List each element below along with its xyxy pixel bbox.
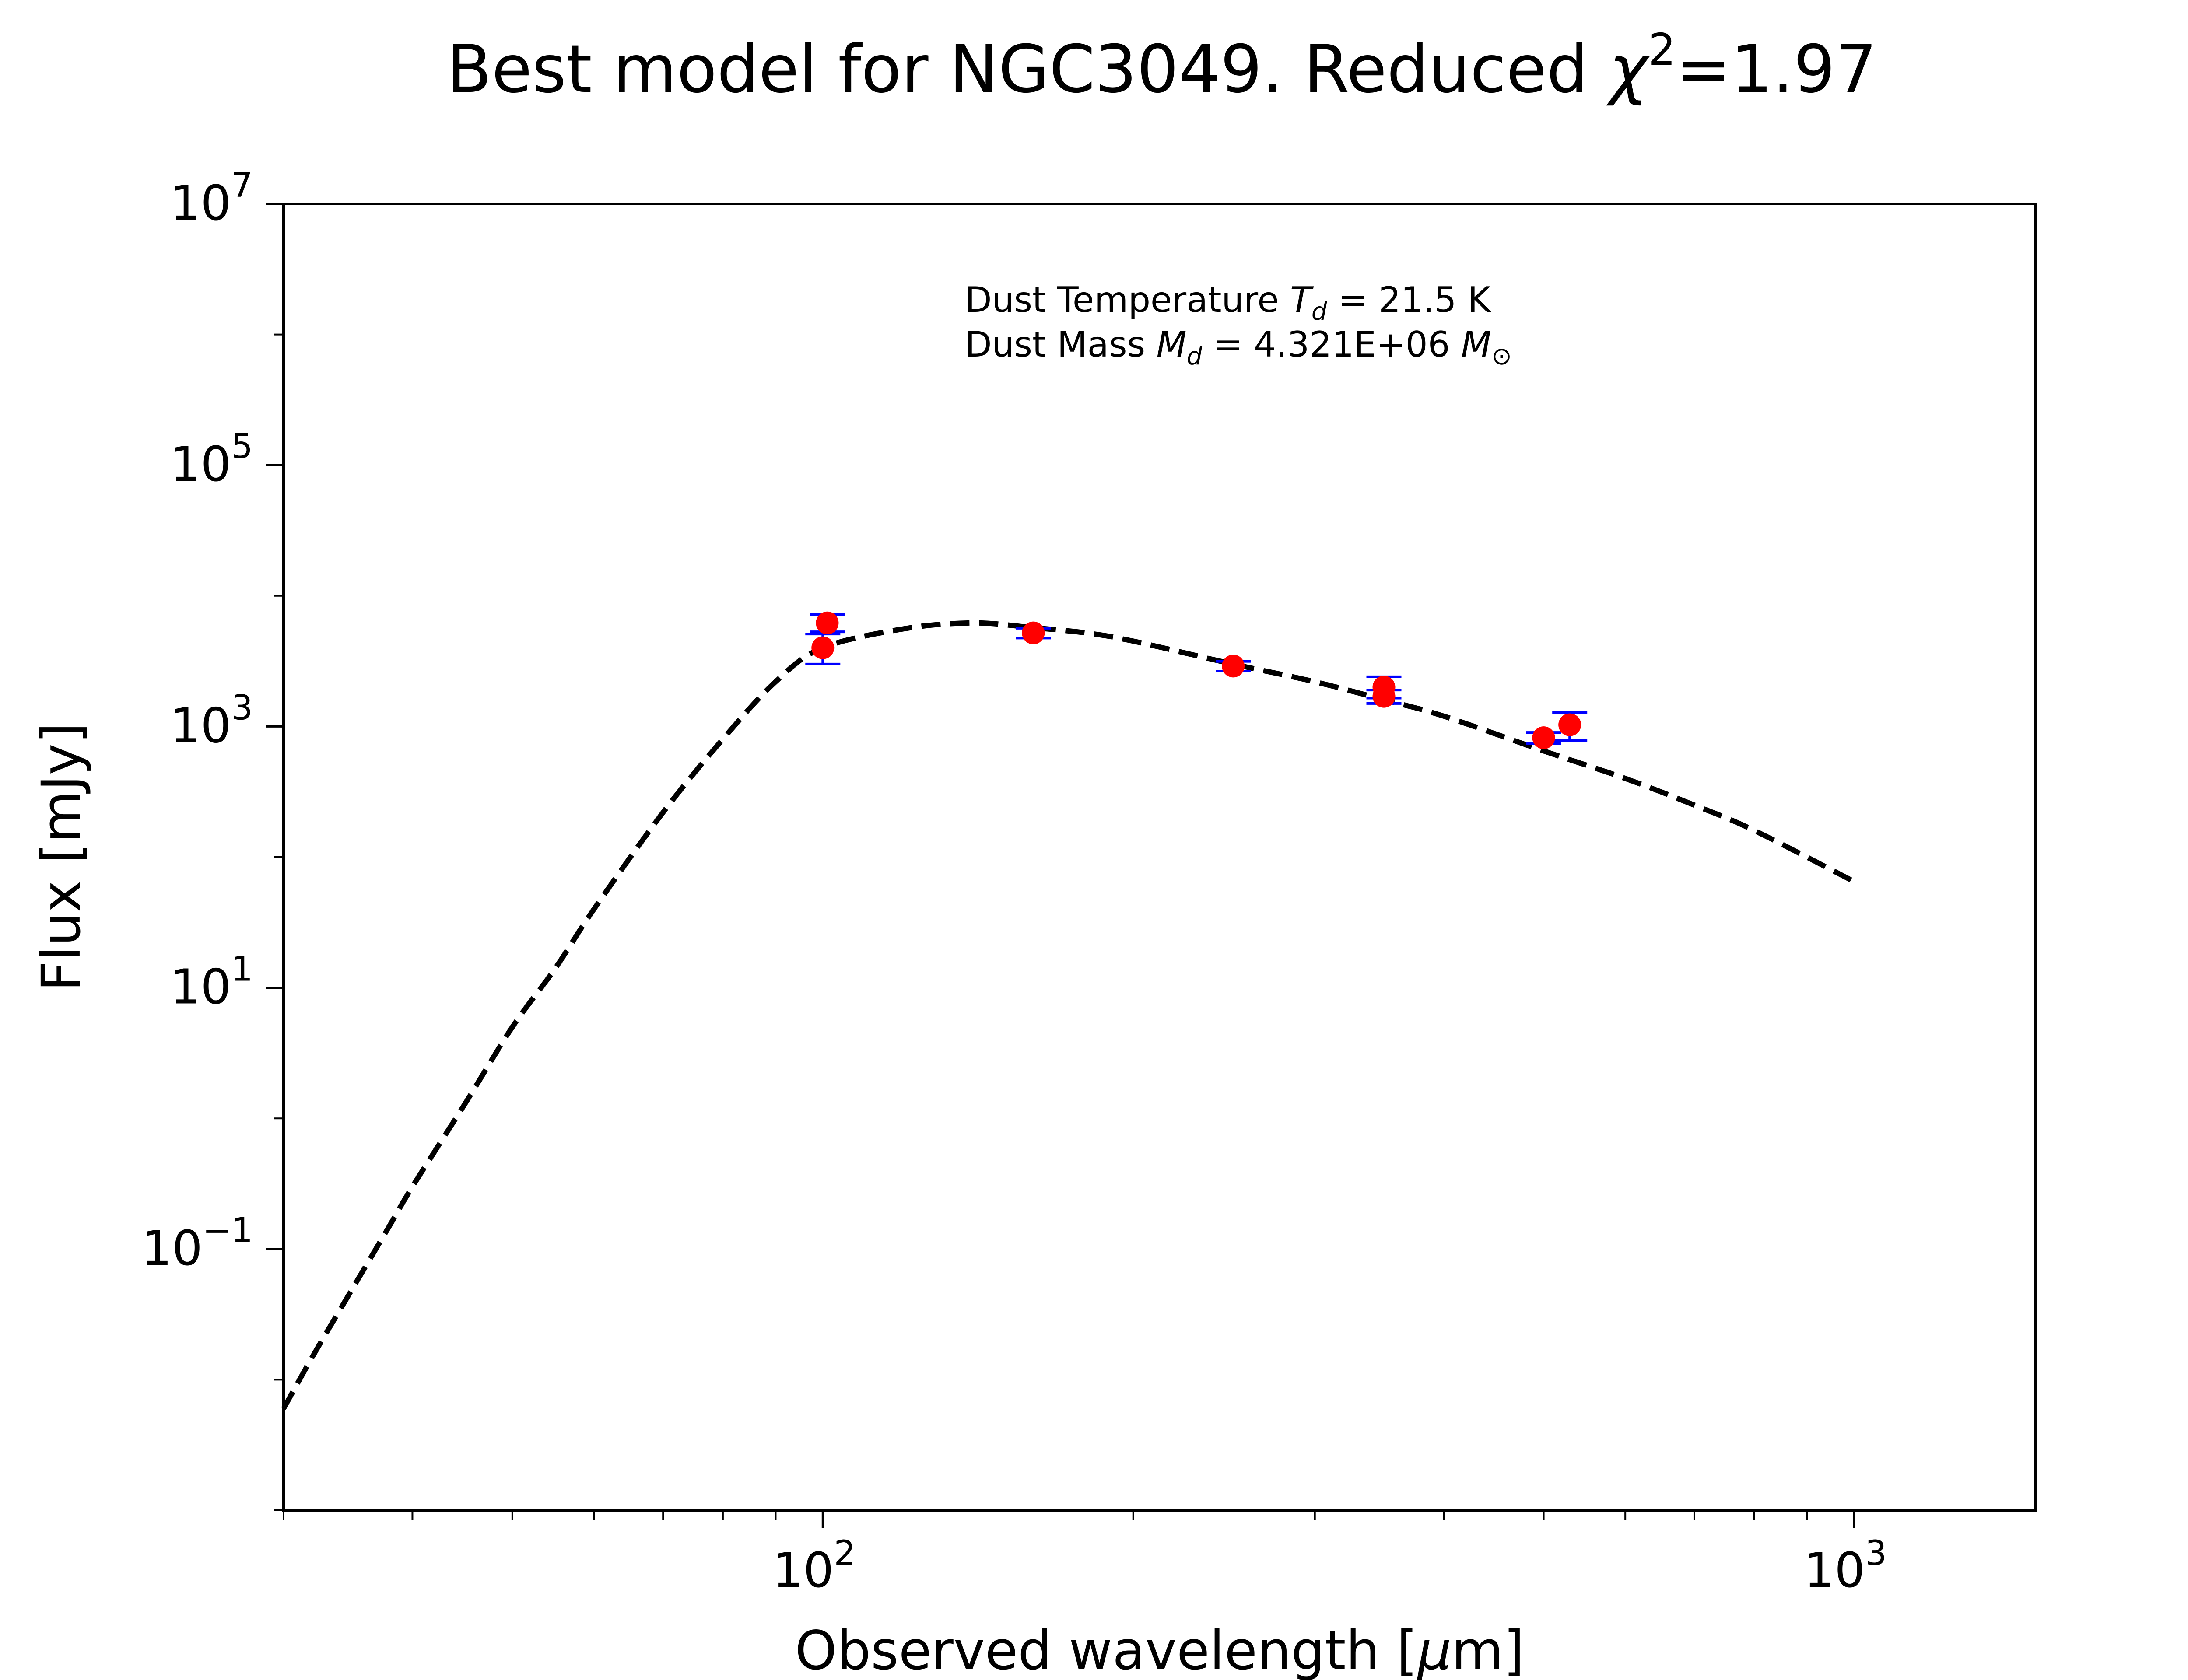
y-tick-base: 10: [141, 1220, 203, 1276]
annotation-temp-sub: d: [1311, 298, 1327, 326]
x-tick-exp: 3: [1865, 1534, 1887, 1573]
model-curve-path: [281, 620, 1855, 1410]
chart-title-value: =1.97: [1676, 32, 1877, 108]
model-curve: [281, 620, 1855, 1410]
x-axis-label-mu: μ: [1417, 1620, 1452, 1680]
data-point: [1372, 676, 1396, 699]
y-tick-base: 10: [170, 175, 231, 231]
y-tick-label: 10−1: [141, 1211, 253, 1276]
y-tick-exp: −1: [203, 1211, 253, 1250]
x-tick-exp: 2: [834, 1534, 856, 1573]
y-tick-exp: 7: [231, 166, 253, 205]
annotation-mass-unit: M: [1461, 324, 1491, 365]
annotation-mass-var: M: [1157, 324, 1187, 365]
data-point: [816, 611, 839, 634]
annotation-temp-prefix: Dust Temperature: [965, 280, 1290, 320]
annotation-dust-mass: Dust Mass Md = 4.321E+06 M⊙: [965, 324, 1512, 371]
x-tick-label: 102: [772, 1534, 856, 1598]
y-tick-label: 103: [170, 688, 253, 753]
y-tick-exp: 3: [231, 688, 253, 728]
x-axis-label-main: Observed wavelength [: [795, 1620, 1418, 1680]
x-axis-label-unit: m]: [1452, 1620, 1524, 1680]
chart-title-sup: 2: [1648, 24, 1676, 75]
x-tick-base: 10: [1804, 1542, 1865, 1598]
data-point: [1558, 713, 1581, 736]
chart-title-main: Best model for NGC3049. Reduced: [447, 32, 1609, 108]
y-tick-base: 10: [170, 436, 231, 492]
data-point: [811, 636, 835, 659]
y-tick-label: 107: [170, 166, 253, 231]
y-axis-label: Flux [mJy]: [30, 723, 92, 992]
y-tick-label: 105: [170, 427, 253, 492]
annotation-mass-sub: d: [1187, 342, 1203, 371]
data-point: [1222, 654, 1245, 678]
x-tick-label: 103: [1804, 1534, 1887, 1598]
y-tick-exp: 5: [231, 427, 253, 466]
annotation-temp-var: T: [1290, 280, 1314, 320]
x-axis-label: Observed wavelength [μm]: [795, 1620, 1525, 1680]
annotation-mass-unit-sub: ⊙: [1491, 342, 1512, 371]
y-tick-base: 10: [170, 697, 231, 753]
annotation-dust-temperature: Dust Temperature Td = 21.5 K: [965, 280, 1492, 326]
y-tick-exp: 1: [231, 950, 253, 989]
y-tick-base: 10: [170, 959, 231, 1015]
annotation-mass-value: = 4.321E+06: [1202, 324, 1461, 365]
y-tick-label: 101: [170, 950, 253, 1015]
data-point: [1532, 726, 1555, 749]
plot-area: [282, 203, 2037, 1512]
chart-title: Best model for NGC3049. Reduced χ2=1.97: [447, 24, 1877, 108]
annotation-mass-prefix: Dust Mass: [965, 324, 1157, 365]
annotation-temp-value: = 21.5 K: [1327, 280, 1491, 320]
observed-points: [811, 611, 1581, 749]
x-tick-base: 10: [772, 1542, 834, 1598]
data-point: [1022, 621, 1045, 644]
chart-title-chi: χ: [1606, 32, 1650, 108]
